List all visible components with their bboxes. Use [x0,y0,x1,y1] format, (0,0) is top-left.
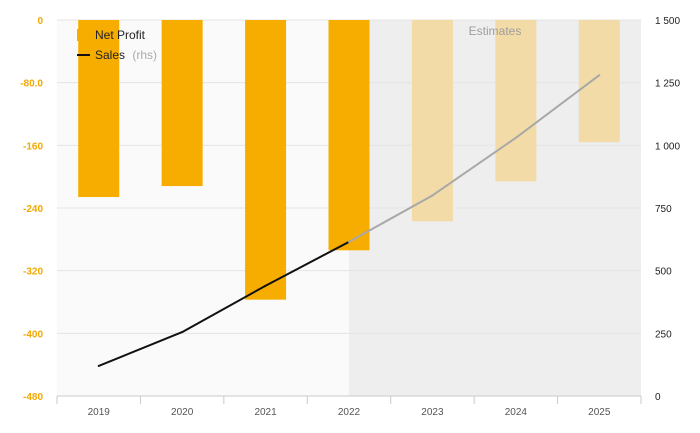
bar-net-profit-2020 [161,20,203,187]
bar-net-profit-2025 [578,20,620,143]
legend-net-profit-label: Net Profit [95,28,146,42]
y-left-tick-label: -480 [23,392,43,403]
y-left-tick-label: -160 [23,141,43,152]
y-right-tick-label: 0 [655,392,661,403]
sales-line-segment-2023 [348,194,434,243]
y-right-tick-label: 1 000 [655,141,680,152]
legend-net-profit-swatch [77,29,86,41]
x-tick-label-2021: 2021 [254,407,277,418]
legend-sales-name: Sales [95,48,125,62]
y-left-tick-label: -240 [23,204,43,215]
x-tick-label-2022: 2022 [338,407,361,418]
y-right-tick-label: 1 250 [655,79,680,90]
bar-net-profit-2023 [411,20,453,222]
sales-line-segment-2022 [264,240,350,287]
y-right-tick-label: 500 [655,267,672,278]
y-right-tick-label: 250 [655,329,672,340]
bar-net-profit-2021 [245,20,287,300]
y-left-tick-label: 0 [37,16,43,27]
legend-sales-label: Sales (rhs) [95,48,157,62]
y-left-tick-label: -400 [23,329,43,340]
bar-net-profit-2019 [78,20,120,198]
bars [78,20,620,300]
x-tick-label-2025: 2025 [588,407,611,418]
y-left-axis: 0 -80.0 -160 -240 -320 -400 -480 [20,16,43,403]
legend-sales-suffix: (rhs) [132,48,157,62]
sales-line-segment-2021 [181,284,267,334]
sales-line-segment-2020 [97,331,184,367]
y-right-tick-label: 750 [655,204,672,215]
estimates-label: Estimates [469,24,522,38]
y-right-tick-label: 1 500 [655,16,680,27]
y-left-tick-label: -320 [23,267,43,278]
sales-line [97,74,601,367]
y-left-tick-label: -80.0 [20,79,43,90]
legend: Net Profit Sales (rhs) [77,28,157,62]
sales-line-segment-2025 [514,74,601,139]
x-tick-label-2024: 2024 [505,407,528,418]
sales-line-segment-2024 [431,136,517,197]
bar-net-profit-2022 [328,20,370,251]
x-axis: 2019 2020 2021 2022 2023 2024 2025 [56,395,642,418]
x-tick-label-2019: 2019 [88,407,111,418]
x-tick-label-2023: 2023 [421,407,444,418]
x-tick-label-2020: 2020 [171,407,194,418]
bar-net-profit-2024 [495,20,537,182]
y-right-axis: 0 250 500 750 1 000 1 250 1 500 [655,16,680,403]
